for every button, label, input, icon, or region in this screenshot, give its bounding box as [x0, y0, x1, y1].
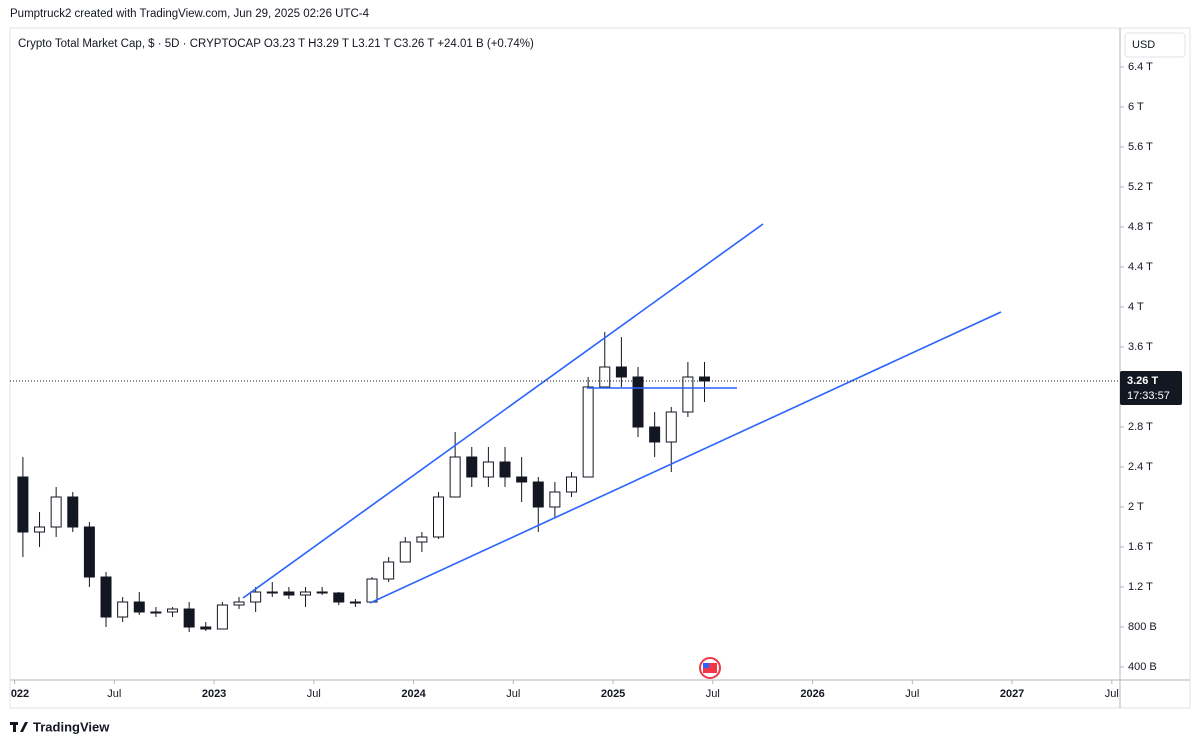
candle-body [649, 426, 661, 443]
x-tick-label: Jul [1105, 688, 1119, 700]
countdown: 17:33:57 [1127, 390, 1170, 402]
candle-body [682, 376, 694, 413]
candle-body [216, 604, 228, 630]
y-tick-label: 6.4 T [1128, 61, 1153, 73]
candle-body [532, 481, 544, 508]
currency: USD [1132, 39, 1155, 51]
candle-body [100, 576, 112, 618]
y-tick-label: 5.2 T [1128, 181, 1153, 193]
candle-body [449, 456, 461, 498]
y-tick-label: 400 B [1128, 661, 1157, 673]
x-tick-label: 2025 [601, 688, 625, 700]
x-tick-label: 2024 [401, 688, 426, 700]
x-tick-label: 2026 [800, 688, 824, 700]
x-tick-label: Jul [706, 688, 720, 700]
x-tick-label: Jul [307, 688, 321, 700]
last-price-label: 3.26 T [1127, 375, 1158, 387]
candle-body [50, 496, 62, 528]
y-tick-label: 800 B [1128, 621, 1157, 633]
frame [9, 27, 1191, 709]
candle-body [266, 591, 278, 594]
candle-body [399, 541, 411, 563]
y-tick-label: 5.6 T [1128, 141, 1153, 153]
x-tick-label: 2023 [202, 688, 226, 700]
candle-body [366, 578, 378, 603]
last-price-box [1120, 371, 1182, 405]
candle-body [665, 411, 677, 443]
y-tick-label: 2.8 T [1128, 421, 1153, 433]
candle-body [549, 491, 561, 508]
currency-box[interactable] [1124, 32, 1186, 58]
y-tick-label: 2 T [1128, 501, 1144, 513]
y-tick-label: 2.4 T [1128, 461, 1153, 473]
candle-body [433, 496, 445, 538]
header: Pumptruck2 created with TradingView.com,… [10, 8, 370, 20]
x-tick-label: Jul [506, 688, 520, 700]
candle-body [283, 591, 295, 596]
flag-icon [699, 657, 721, 679]
candle-body [416, 536, 428, 543]
candle-body [482, 461, 494, 478]
y-tick-label: 6 T [1128, 101, 1144, 113]
y-tick-label: 4 T [1128, 301, 1144, 313]
footer: TradingView [33, 719, 110, 734]
candle-body [17, 476, 29, 533]
candle-body [699, 376, 711, 382]
candle-body [250, 591, 262, 603]
candle-body [150, 611, 162, 614]
candle-body [117, 601, 129, 618]
candle-body [349, 601, 361, 604]
candle-body [383, 561, 395, 580]
y-tick-label: 4.8 T [1128, 221, 1153, 233]
candle-body [200, 626, 212, 630]
candle-body [499, 461, 511, 478]
y-tick-label: 3.6 T [1128, 341, 1153, 353]
candle-body [516, 476, 528, 483]
candle-body [34, 526, 46, 533]
candle-body [133, 601, 145, 613]
candle-body [615, 366, 627, 378]
candle-body [316, 591, 328, 594]
x-tick-label: Jul [107, 688, 121, 700]
candle-body [566, 476, 578, 493]
legend: Crypto Total Market Cap, $ · 5D · CRYPTO… [18, 38, 534, 50]
candle-body [582, 386, 594, 478]
candle-body [333, 592, 345, 603]
y-tick-label: 4.4 T [1128, 261, 1153, 273]
logo [10, 722, 28, 732]
x-tick-label: 2027 [1000, 688, 1024, 700]
candle-body [167, 608, 179, 613]
trend-line-lower[interactable] [369, 311, 1002, 604]
candle-body [300, 591, 312, 596]
plot [17, 332, 711, 632]
candle-body [233, 601, 245, 606]
trend-line-upper[interactable] [242, 223, 764, 599]
x-tick-label: 022 [11, 688, 29, 700]
candle-body [599, 366, 611, 388]
candle-body [83, 526, 95, 578]
candle-body [183, 608, 195, 628]
candle-body [632, 376, 644, 428]
candle-body [67, 496, 79, 528]
candle-body [466, 456, 478, 478]
x-tick-label: Jul [905, 688, 919, 700]
y-tick-label: 1.6 T [1128, 541, 1153, 553]
drawings [242, 223, 1002, 604]
y-tick-label: 1.2 T [1128, 581, 1153, 593]
